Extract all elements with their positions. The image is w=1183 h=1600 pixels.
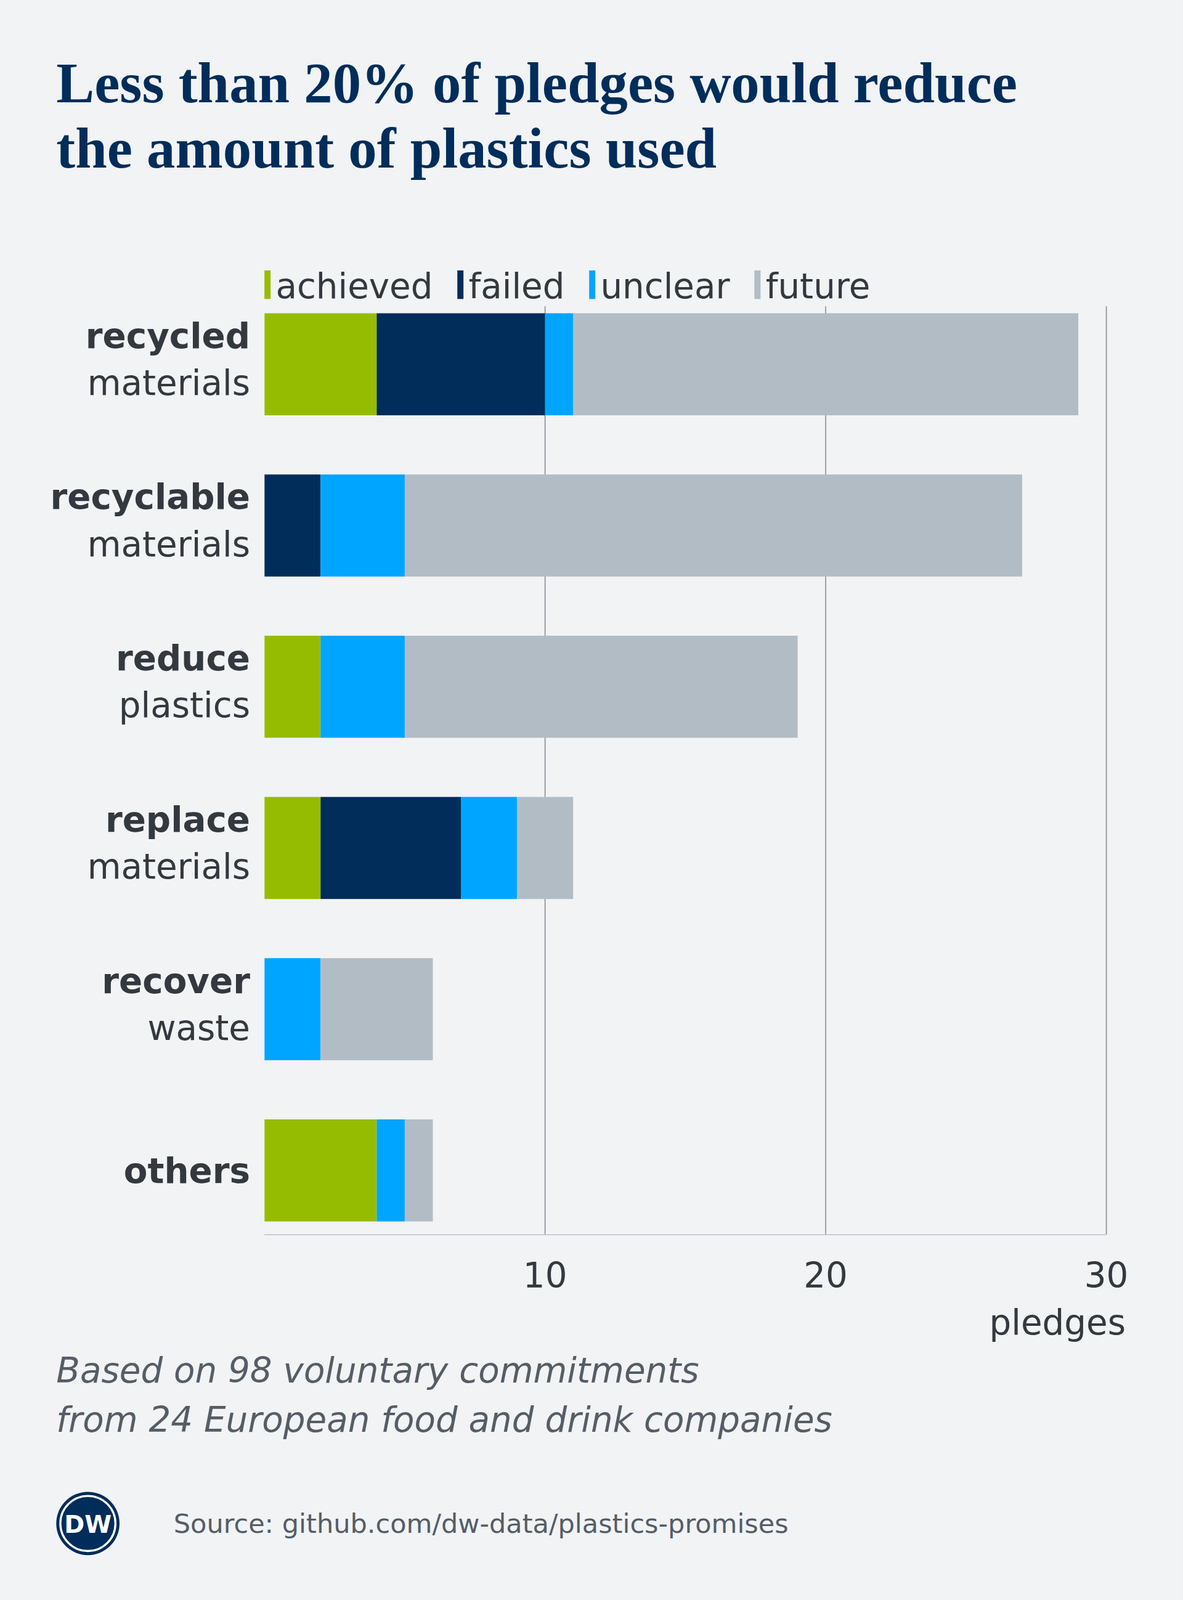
legend-label: achieved <box>275 266 433 307</box>
bar-segment <box>404 635 798 739</box>
axis-label: pledges <box>989 1302 1126 1343</box>
bar-segment <box>264 635 321 739</box>
bar-segment <box>320 635 405 739</box>
category-label-bold: recyclable <box>50 476 251 517</box>
category-label-regular: plastics <box>118 685 251 726</box>
legend-swatch <box>264 270 271 299</box>
category-label: recyclable materials <box>50 476 251 564</box>
logo-circle <box>56 1491 120 1556</box>
bar-segment <box>320 958 433 1061</box>
category-label-regular: materials <box>87 524 251 565</box>
bar-segment <box>545 313 574 416</box>
legend-item: future <box>754 266 870 307</box>
bar-segment <box>264 313 377 416</box>
tick-label: 10 <box>523 1255 568 1296</box>
bar-segment <box>320 474 405 577</box>
category-label: replace materials <box>87 799 251 887</box>
bar-segment <box>376 313 545 416</box>
legend-item: unclear <box>589 266 731 307</box>
grid-line <box>1105 306 1108 1235</box>
logo-ring <box>60 1496 116 1551</box>
bar-segment <box>460 797 517 900</box>
legend-item: achieved <box>264 266 433 307</box>
logo: DW <box>56 1491 120 1556</box>
bar-segment <box>264 797 321 900</box>
background <box>0 0 1183 1600</box>
bar-segment <box>264 1119 377 1222</box>
category-label: recover waste <box>101 961 251 1049</box>
legend-item: failed <box>457 266 565 307</box>
title-line: Less than 20% of pledges would reduce <box>56 51 1018 115</box>
legend-label: failed <box>468 266 565 307</box>
title: Less than 20% of pledges would reducethe… <box>56 51 1018 180</box>
bar-segment <box>573 313 1079 416</box>
logo-text: DW <box>64 1510 112 1539</box>
category-label-bold: recycled <box>85 316 251 357</box>
category-label-bold: recover <box>101 961 251 1002</box>
category-label-regular: waste <box>147 1008 251 1049</box>
category-label: others <box>123 1150 251 1192</box>
legend-label: future <box>765 266 871 307</box>
bar-segment <box>404 1119 434 1222</box>
grid-line <box>544 306 546 1235</box>
bar-segment <box>404 474 1023 577</box>
chart: Less than 20% of pledges would reducethe… <box>0 0 1183 1600</box>
category-label-regular: materials <box>87 846 251 887</box>
category-label-bold: reduce <box>115 638 251 679</box>
category-label: recycled materials <box>85 316 251 403</box>
legend-swatch <box>589 270 596 299</box>
grid-line <box>825 306 827 1235</box>
note: from 24 European food and drink companie… <box>56 1399 833 1440</box>
legend-swatch <box>457 270 464 299</box>
title-line: the amount of plastics used <box>56 116 717 180</box>
bar-segment <box>264 474 321 577</box>
bars <box>264 313 1079 1222</box>
legend-label: unclear <box>600 266 731 307</box>
legend-swatch <box>754 270 761 299</box>
tick-label: 20 <box>803 1255 848 1296</box>
category-label-bold: others <box>123 1150 251 1192</box>
bar-segment <box>516 797 574 900</box>
category-label-regular: materials <box>87 362 251 403</box>
bar-segment <box>320 797 461 900</box>
axis-line <box>264 1234 1106 1236</box>
source: Source: github.com/dw-data/plastics-prom… <box>173 1508 789 1540</box>
category-label: reduce plastics <box>115 638 251 726</box>
note: Based on 98 voluntary commitments <box>56 1350 699 1391</box>
category-label-bold: replace <box>105 799 251 840</box>
bar-segment <box>264 958 321 1061</box>
bar-segment <box>376 1119 405 1222</box>
tick-label: 30 <box>1084 1255 1129 1296</box>
